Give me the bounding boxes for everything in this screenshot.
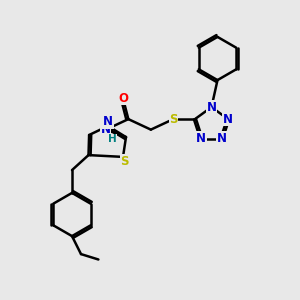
Text: N: N xyxy=(196,132,206,145)
Text: S: S xyxy=(169,112,178,126)
Text: N: N xyxy=(103,115,113,128)
Text: H: H xyxy=(108,134,117,144)
Text: O: O xyxy=(118,92,128,105)
Text: N: N xyxy=(101,123,111,136)
Text: N: N xyxy=(217,132,227,145)
Text: S: S xyxy=(120,155,129,168)
Text: N: N xyxy=(223,112,233,126)
Text: N: N xyxy=(206,100,217,114)
